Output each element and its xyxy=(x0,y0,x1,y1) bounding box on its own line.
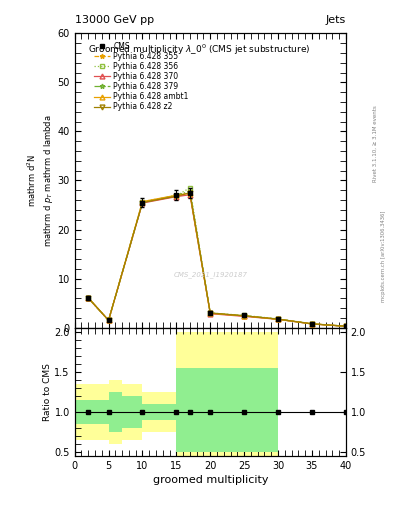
Pythia 6.428 355 xyxy=(106,317,111,324)
Pythia 6.428 379 xyxy=(86,295,90,301)
Pythia 6.428 370 xyxy=(242,313,246,319)
Pythia 6.428 ambt1 xyxy=(275,316,280,323)
Pythia 6.428 ambt1 xyxy=(242,313,246,319)
Pythia 6.428 370 xyxy=(275,316,280,323)
Pythia 6.428 z2 xyxy=(242,313,246,319)
Text: CMS_2021_I1920187: CMS_2021_I1920187 xyxy=(173,271,247,278)
Pythia 6.428 ambt1 xyxy=(140,199,145,205)
Pythia 6.428 z2 xyxy=(310,321,314,327)
Pythia 6.428 379 xyxy=(140,200,145,206)
Pythia 6.428 ambt1 xyxy=(174,192,179,198)
Pythia 6.428 379 xyxy=(343,323,348,329)
Line: Pythia 6.428 370: Pythia 6.428 370 xyxy=(86,193,348,329)
Line: Pythia 6.428 z2: Pythia 6.428 z2 xyxy=(86,190,348,329)
X-axis label: groomed multiplicity: groomed multiplicity xyxy=(152,475,268,485)
Pythia 6.428 356 xyxy=(174,193,179,199)
Pythia 6.428 z2 xyxy=(174,193,179,199)
Pythia 6.428 ambt1 xyxy=(310,321,314,327)
Text: Jets: Jets xyxy=(325,14,346,25)
Pythia 6.428 370 xyxy=(86,295,90,301)
Line: Pythia 6.428 379: Pythia 6.428 379 xyxy=(86,189,348,329)
Pythia 6.428 355 xyxy=(343,323,348,329)
Pythia 6.428 z2 xyxy=(275,316,280,322)
Line: Pythia 6.428 355: Pythia 6.428 355 xyxy=(86,191,348,329)
Pythia 6.428 370 xyxy=(343,323,348,329)
Pythia 6.428 z2 xyxy=(140,200,145,206)
Pythia 6.428 356 xyxy=(242,312,246,318)
Pythia 6.428 379 xyxy=(275,316,280,322)
Pythia 6.428 356 xyxy=(140,199,145,205)
Pythia 6.428 ambt1 xyxy=(208,310,213,316)
Pythia 6.428 355 xyxy=(310,321,314,327)
Pythia 6.428 370 xyxy=(208,311,213,317)
Pythia 6.428 379 xyxy=(208,310,213,316)
Pythia 6.428 356 xyxy=(275,316,280,322)
Pythia 6.428 370 xyxy=(106,317,111,324)
Pythia 6.428 370 xyxy=(140,200,145,206)
Pythia 6.428 355 xyxy=(242,313,246,319)
Pythia 6.428 379 xyxy=(106,317,111,324)
Pythia 6.428 ambt1 xyxy=(86,295,90,301)
Pythia 6.428 379 xyxy=(174,192,179,198)
Pythia 6.428 z2 xyxy=(208,310,213,316)
Pythia 6.428 356 xyxy=(187,185,192,191)
Pythia 6.428 ambt1 xyxy=(343,323,348,329)
Pythia 6.428 356 xyxy=(86,295,90,301)
Pythia 6.428 356 xyxy=(343,323,348,329)
Text: Rivet 3.1.10, ≥ 3.1M events: Rivet 3.1.10, ≥ 3.1M events xyxy=(373,105,378,182)
Pythia 6.428 ambt1 xyxy=(187,190,192,196)
Pythia 6.428 z2 xyxy=(106,317,111,323)
Pythia 6.428 379 xyxy=(187,188,192,195)
Pythia 6.428 379 xyxy=(310,321,314,327)
Pythia 6.428 355 xyxy=(275,316,280,323)
Pythia 6.428 370 xyxy=(310,321,314,327)
Pythia 6.428 356 xyxy=(208,310,213,316)
Pythia 6.428 356 xyxy=(310,321,314,327)
Text: 13000 GeV pp: 13000 GeV pp xyxy=(75,14,154,25)
Pythia 6.428 355 xyxy=(174,193,179,199)
Pythia 6.428 z2 xyxy=(343,323,348,329)
Pythia 6.428 z2 xyxy=(86,295,90,301)
Line: Pythia 6.428 356: Pythia 6.428 356 xyxy=(86,185,348,329)
Y-axis label: mathrm d$^2$N
mathrm d $p_T$ mathrm d lambda: mathrm d$^2$N mathrm d $p_T$ mathrm d la… xyxy=(26,114,55,247)
Pythia 6.428 355 xyxy=(86,295,90,301)
Pythia 6.428 370 xyxy=(187,191,192,198)
Pythia 6.428 379 xyxy=(242,313,246,319)
Pythia 6.428 355 xyxy=(208,310,213,316)
Line: Pythia 6.428 ambt1: Pythia 6.428 ambt1 xyxy=(86,191,348,329)
Pythia 6.428 ambt1 xyxy=(106,317,111,324)
Text: mcplots.cern.ch [arXiv:1306.3436]: mcplots.cern.ch [arXiv:1306.3436] xyxy=(381,210,386,302)
Text: Groomed multiplicity $\lambda\_0^0$ (CMS jet substructure): Groomed multiplicity $\lambda\_0^0$ (CMS… xyxy=(88,42,311,56)
Legend: CMS, Pythia 6.428 355, Pythia 6.428 356, Pythia 6.428 370, Pythia 6.428 379, Pyt: CMS, Pythia 6.428 355, Pythia 6.428 356,… xyxy=(92,40,190,113)
Y-axis label: Ratio to CMS: Ratio to CMS xyxy=(43,362,51,421)
Pythia 6.428 356 xyxy=(106,317,111,324)
Pythia 6.428 z2 xyxy=(187,189,192,196)
Pythia 6.428 355 xyxy=(140,199,145,205)
Pythia 6.428 370 xyxy=(174,194,179,200)
Pythia 6.428 355 xyxy=(187,190,192,197)
